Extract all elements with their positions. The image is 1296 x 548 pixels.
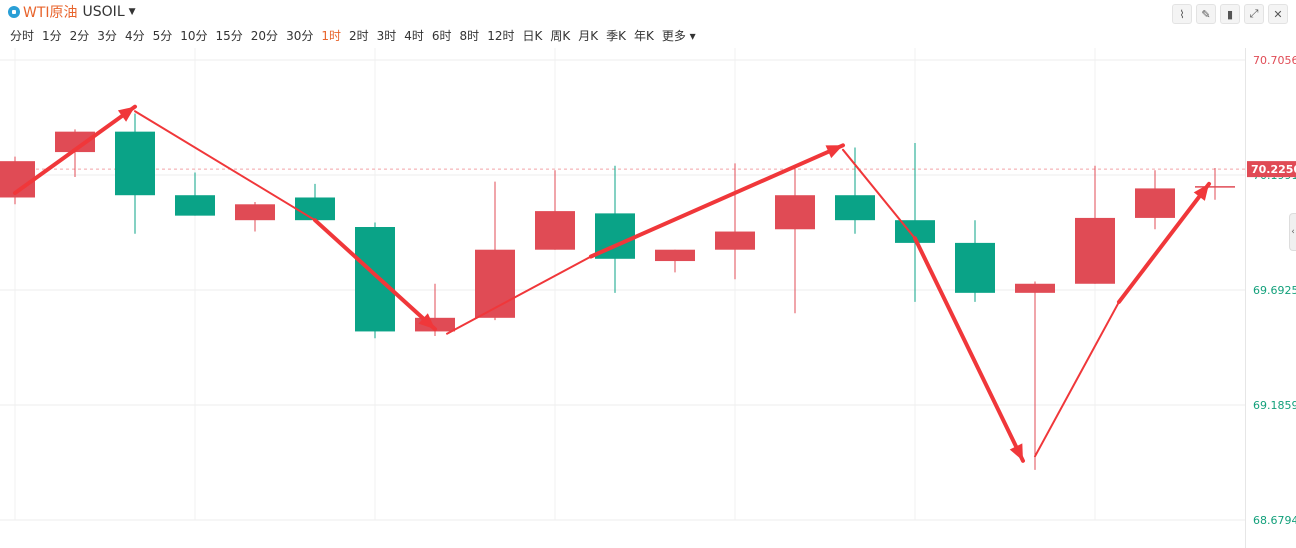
tab-timeframe-0[interactable]: 分时 bbox=[10, 29, 35, 43]
candle-body bbox=[475, 249, 515, 318]
tab-timeframe-21[interactable]: 年K bbox=[633, 29, 654, 43]
chevron-down-icon[interactable]: ▼ bbox=[128, 7, 136, 17]
tab-timeframe-1[interactable]: 1分 bbox=[42, 29, 62, 43]
tab-timeframe-6[interactable]: 10分 bbox=[180, 29, 208, 43]
arrow-head bbox=[418, 313, 435, 330]
trend-arrow bbox=[313, 218, 437, 332]
close-icon[interactable]: ✕ bbox=[1268, 4, 1288, 24]
draw-pen-icon[interactable]: ✎ bbox=[1196, 4, 1216, 24]
arrow-head bbox=[1193, 183, 1209, 201]
symbol-icon bbox=[8, 6, 20, 18]
tab-timeframe-15[interactable]: 8时 bbox=[459, 29, 480, 43]
candle-body bbox=[955, 242, 995, 293]
current-price-label: 70.2250 bbox=[1251, 163, 1296, 176]
symbol-name: WTI原油 bbox=[23, 5, 78, 21]
candle-body bbox=[835, 195, 875, 221]
candle-body bbox=[295, 197, 335, 221]
tab-timeframe-3[interactable]: 3分 bbox=[97, 29, 117, 43]
arrow-head bbox=[1009, 443, 1023, 461]
candle-type-icon[interactable]: ▮ bbox=[1220, 4, 1240, 24]
candle-body bbox=[115, 131, 155, 196]
tab-timeframe-9[interactable]: 30分 bbox=[286, 29, 314, 43]
tab-timeframe-13[interactable]: 4时 bbox=[404, 29, 424, 43]
arrow-head bbox=[825, 145, 843, 159]
trend-line bbox=[446, 255, 592, 335]
tab-timeframe-17[interactable]: 日K bbox=[522, 29, 543, 43]
trend-line bbox=[1034, 300, 1120, 458]
candle-body bbox=[655, 249, 695, 262]
tab-timeframe-5[interactable]: 5分 bbox=[152, 29, 173, 43]
tab-timeframe-4[interactable]: 4分 bbox=[124, 29, 145, 43]
y-tick-label: 68.6794 bbox=[1253, 514, 1296, 527]
candle-body bbox=[175, 195, 215, 216]
trend-arrow bbox=[1117, 181, 1211, 304]
candle-body bbox=[775, 195, 815, 230]
candle-body bbox=[355, 227, 395, 332]
candle-body bbox=[1075, 217, 1115, 284]
timeframe-tabs: 分时 1分 2分 3分 4分 5分 10分 15分 20分 30分 1时 2时 3时 4时 6时 8时 12时日… bbox=[10, 27, 704, 44]
trend-arrow bbox=[913, 236, 1025, 463]
fullscreen-icon[interactable]: ⤢ bbox=[1244, 4, 1264, 24]
tab-timeframe-18[interactable]: 周K bbox=[550, 29, 571, 43]
trend-arrow bbox=[589, 143, 845, 259]
candle-body bbox=[535, 211, 575, 250]
tab-timeframe-20[interactable]: 季K bbox=[606, 29, 626, 43]
tab-timeframe-7[interactable]: 15分 bbox=[215, 29, 243, 43]
tab-timeframe-11[interactable]: 2时 bbox=[348, 29, 369, 43]
collapse-panel-handle[interactable]: ‹ bbox=[1289, 213, 1296, 251]
line-style-icon[interactable]: ⌇ bbox=[1172, 4, 1192, 24]
candlestick-chart[interactable]: 70.705670.199169.692569.185968.679470.22… bbox=[0, 48, 1296, 548]
tab-timeframe-10[interactable]: 1时 bbox=[321, 29, 341, 43]
toolbar: ⌇ ✎ ▮ ⤢ ✕ bbox=[1172, 4, 1288, 24]
y-tick-label: 69.6925 bbox=[1253, 284, 1296, 297]
trend-line bbox=[134, 110, 316, 222]
trend-line bbox=[842, 148, 916, 240]
candle-body bbox=[1195, 186, 1235, 188]
trend-arrow bbox=[13, 104, 137, 195]
tab-timeframe-2[interactable]: 2分 bbox=[69, 29, 90, 43]
y-tick-label: 69.1859 bbox=[1253, 399, 1296, 412]
tab-timeframe-12[interactable]: 3时 bbox=[376, 29, 397, 43]
candle-body bbox=[235, 204, 275, 221]
arrow-head bbox=[117, 106, 135, 122]
tab-timeframe-8[interactable]: 20分 bbox=[250, 29, 279, 43]
tab-timeframe-14[interactable]: 6时 bbox=[431, 29, 452, 43]
candle-body bbox=[715, 231, 755, 250]
candle-body bbox=[1015, 283, 1055, 293]
current-price-tag bbox=[1247, 161, 1296, 178]
symbol-selector[interactable]: WTI原油 USOIL ▼ bbox=[8, 3, 136, 21]
chart-header: WTI原油 USOIL ▼ ⌇ ✎ ▮ ⤢ ✕ 分时 1分 2分 3分 4分 5分 10分 1… bbox=[0, 0, 1296, 48]
tab-timeframe-22[interactable]: 更多 ▾ bbox=[661, 29, 696, 43]
y-tick-label: 70.7056 bbox=[1253, 54, 1296, 67]
symbol-code: USOIL bbox=[82, 4, 125, 20]
tab-timeframe-19[interactable]: 月K bbox=[578, 29, 599, 43]
tab-timeframe-16[interactable]: 12时 bbox=[487, 29, 515, 43]
candle-body bbox=[55, 131, 95, 153]
candle-body bbox=[1135, 188, 1175, 218]
